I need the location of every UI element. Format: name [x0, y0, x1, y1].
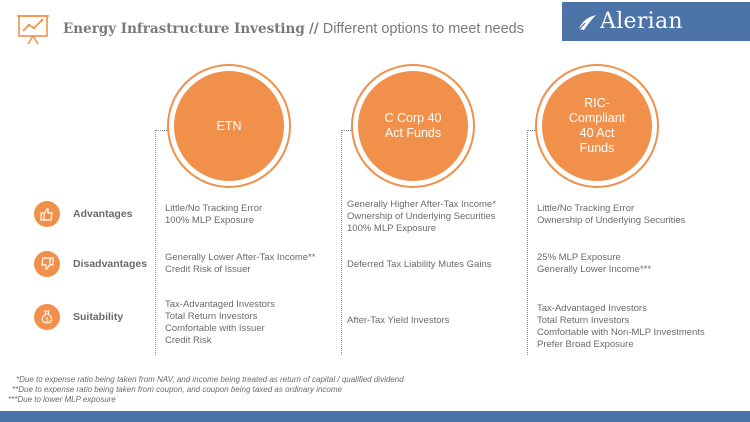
footnote-2: **Due to expense ratio being taken from … — [12, 385, 342, 394]
row-label-advantages: Advantages — [73, 208, 133, 220]
connector-2 — [341, 130, 355, 131]
cell-line: Little/No Tracking Error — [537, 203, 635, 214]
cell-disadvantages-c-corp: Deferred Tax Liability Mutes Gains — [347, 259, 492, 271]
footnote-1: *Due to expense ratio being taken from N… — [16, 375, 404, 384]
page-title: Energy Infrastructure Investing // Diffe… — [63, 21, 524, 37]
cell-line: 100% MLP Exposure — [165, 215, 255, 226]
logo-text: Alerian — [600, 9, 683, 34]
cell-disadvantages-ric: 25% MLP Exposure Generally Lower Income**… — [537, 252, 651, 276]
svg-text:$: $ — [45, 317, 49, 324]
column-header-etn: ETN — [169, 66, 289, 186]
row-label-suitability: Suitability — [73, 311, 124, 323]
column-divider-1 — [155, 130, 156, 355]
row-label-disadvantages: Disadvantages — [73, 258, 148, 270]
cell-line: Generally Higher After-Tax Income* — [347, 199, 496, 210]
column-label: ETN — [216, 118, 242, 133]
cell-line: Little/No Tracking Error — [165, 203, 263, 214]
cell-suitability-ric: Tax-Advantaged Investors Total Return Inv… — [537, 303, 705, 351]
column-divider-2 — [341, 130, 342, 355]
cell-disadvantages-etn: Generally Lower After-Tax Income** Credit… — [165, 252, 315, 276]
title-bold: Energy Infrastructure Investing — [63, 21, 305, 37]
cell-line: Comfortable with Non-MLP Investments — [537, 327, 705, 338]
column-label: C Corp 40 Act Funds — [384, 111, 442, 140]
thumbs-down-icon — [34, 251, 60, 277]
cell-line: Generally Lower Income*** — [537, 264, 652, 275]
cell-line: Total Return Investors — [165, 311, 258, 322]
cell-advantages-c-corp: Generally Higher After-Tax Income* Owners… — [347, 199, 496, 235]
column-label: RIC-Compliant 40 Act Funds — [568, 96, 626, 155]
footnote-3: ***Due to lower MLP exposure — [8, 395, 116, 404]
cell-line: Credit Risk of Issuer — [165, 264, 251, 275]
connector-1 — [155, 130, 175, 131]
cell-line: Generally Lower After-Tax Income** — [165, 252, 316, 263]
cell-line: Ownership of Underlying Securities — [537, 215, 686, 226]
leaf-logo-icon — [577, 14, 596, 31]
cell-line: Total Return Investors — [537, 315, 630, 326]
cell-line: Ownership of Underlying Securities — [347, 211, 496, 222]
thumbs-up-icon — [34, 201, 60, 227]
column-header-ric: RIC-Compliant 40 Act Funds — [537, 66, 657, 186]
cell-line: After-Tax Yield Investors — [347, 315, 450, 326]
column-header-c-corp: C Corp 40 Act Funds — [353, 66, 473, 186]
cell-advantages-ric: Little/No Tracking Error Ownership of Und… — [537, 203, 685, 227]
column-divider-3 — [527, 130, 528, 355]
cell-line: 25% MLP Exposure — [537, 252, 621, 263]
connector-3 — [527, 130, 541, 131]
cell-line: Deferred Tax Liability Mutes Gains — [347, 259, 492, 270]
presentation-chart-icon — [17, 15, 49, 45]
cell-line: 100% MLP Exposure — [347, 223, 437, 234]
brand-logo: Alerian — [562, 2, 750, 41]
cell-suitability-etn: Tax-Advantaged Investors Total Return Inv… — [165, 299, 275, 347]
cell-line: Credit Risk — [165, 335, 212, 346]
title-separator: // — [308, 21, 319, 37]
footer-bar — [0, 411, 750, 422]
cell-line: Prefer Broad Exposure — [537, 339, 634, 350]
cell-line: Tax-Advantaged Investors — [165, 299, 275, 310]
cell-line: Comfortable with Issuer — [165, 323, 265, 334]
title-subtitle: Different options to meet needs — [322, 21, 524, 37]
cell-suitability-c-corp: After-Tax Yield Investors — [347, 315, 449, 327]
money-bag-icon: $ — [34, 304, 60, 330]
cell-advantages-etn: Little/No Tracking Error 100% MLP Exposur… — [165, 203, 262, 227]
cell-line: Tax-Advantaged Investors — [537, 303, 647, 314]
